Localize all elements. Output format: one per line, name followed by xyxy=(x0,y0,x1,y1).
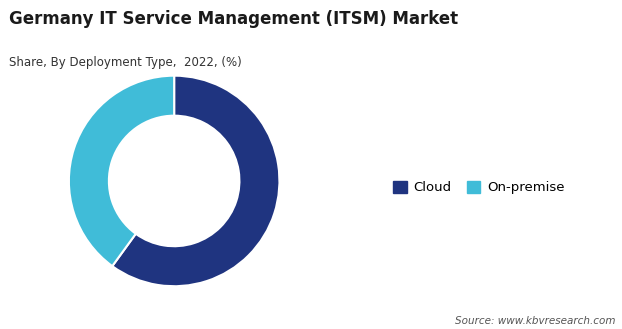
Wedge shape xyxy=(113,76,279,286)
Text: Germany IT Service Management (ITSM) Market: Germany IT Service Management (ITSM) Mar… xyxy=(9,10,458,28)
Wedge shape xyxy=(69,76,174,266)
Text: Share, By Deployment Type,  2022, (%): Share, By Deployment Type, 2022, (%) xyxy=(9,56,242,69)
Text: Source: www.kbvresearch.com: Source: www.kbvresearch.com xyxy=(455,316,616,326)
Legend: Cloud, On-premise: Cloud, On-premise xyxy=(388,176,570,199)
